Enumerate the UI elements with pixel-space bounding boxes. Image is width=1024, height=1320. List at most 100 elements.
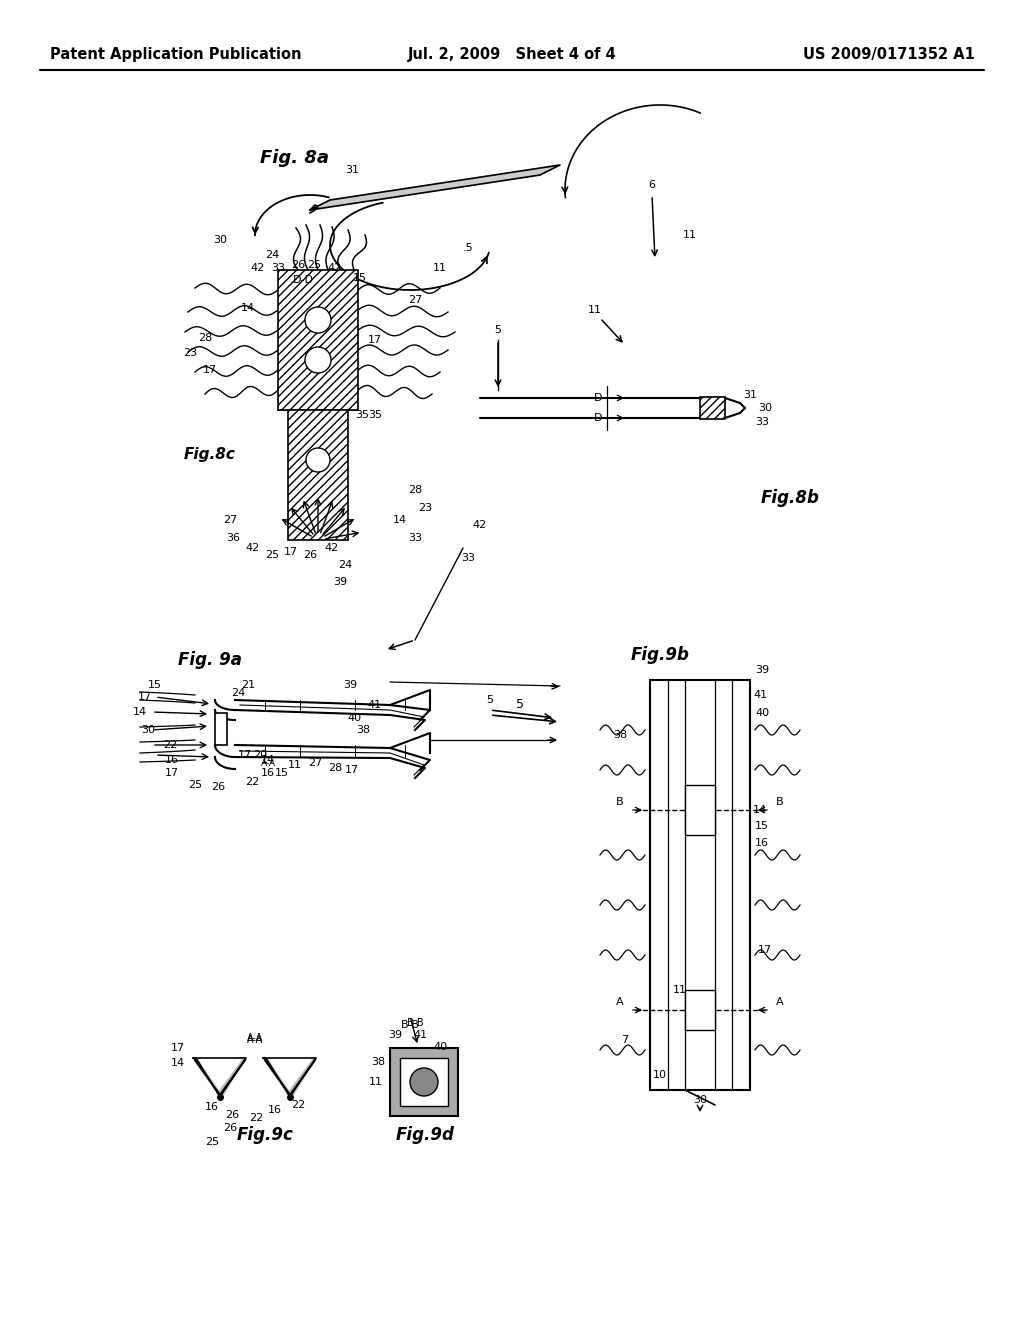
Text: 40: 40 xyxy=(348,713,362,723)
Text: 17: 17 xyxy=(238,750,252,760)
Text: A-A: A-A xyxy=(260,759,275,767)
Text: 5: 5 xyxy=(486,696,494,705)
Text: 14: 14 xyxy=(393,515,408,525)
Text: 38: 38 xyxy=(613,730,627,741)
Text: 36: 36 xyxy=(226,533,240,543)
Text: 42: 42 xyxy=(251,263,265,273)
Text: 11: 11 xyxy=(673,985,687,995)
Polygon shape xyxy=(193,1059,246,1097)
Bar xyxy=(288,411,348,540)
Text: 39: 39 xyxy=(343,680,357,690)
Text: 40: 40 xyxy=(433,1041,447,1052)
Circle shape xyxy=(410,1068,438,1096)
Text: B: B xyxy=(776,797,783,807)
Text: 17: 17 xyxy=(165,768,179,777)
Text: 42: 42 xyxy=(325,543,339,553)
Text: 14: 14 xyxy=(753,805,767,814)
Text: 35: 35 xyxy=(355,411,369,420)
Text: 14: 14 xyxy=(261,755,275,766)
Text: 21: 21 xyxy=(241,680,255,690)
Text: 17: 17 xyxy=(758,945,772,954)
Text: Fig. 8a: Fig. 8a xyxy=(260,149,330,168)
Text: 33: 33 xyxy=(408,533,422,543)
Text: Fig.8c: Fig.8c xyxy=(184,447,236,462)
Polygon shape xyxy=(266,1060,290,1096)
Text: US 2009/0171352 A1: US 2009/0171352 A1 xyxy=(803,48,975,62)
Text: 17: 17 xyxy=(203,366,217,375)
Text: 26: 26 xyxy=(291,260,305,271)
Text: A-A: A-A xyxy=(247,1035,263,1045)
Bar xyxy=(278,271,358,411)
Text: 16: 16 xyxy=(165,755,179,766)
Bar xyxy=(685,785,715,836)
Text: 25: 25 xyxy=(307,260,322,271)
Text: A: A xyxy=(776,997,783,1007)
Text: D-D: D-D xyxy=(293,275,313,285)
Text: 17: 17 xyxy=(345,766,359,775)
Text: B-B: B-B xyxy=(400,1020,420,1030)
Text: 39: 39 xyxy=(388,1030,402,1040)
Polygon shape xyxy=(220,1060,246,1096)
Text: 14: 14 xyxy=(133,708,147,717)
Text: 26: 26 xyxy=(211,781,225,792)
Text: 26: 26 xyxy=(223,1123,238,1133)
Text: 25: 25 xyxy=(205,1137,219,1147)
Text: Patent Application Publication: Patent Application Publication xyxy=(50,48,301,62)
Text: 24: 24 xyxy=(230,688,245,698)
Bar xyxy=(685,990,715,1030)
Text: 23: 23 xyxy=(418,503,432,513)
Text: 30: 30 xyxy=(141,725,155,735)
Text: 22: 22 xyxy=(163,741,177,750)
Text: 28: 28 xyxy=(198,333,212,343)
Text: 38: 38 xyxy=(356,725,370,735)
Text: 27: 27 xyxy=(308,758,323,768)
Text: 16: 16 xyxy=(205,1102,219,1111)
Text: 27: 27 xyxy=(408,294,422,305)
Text: 41: 41 xyxy=(753,690,767,700)
Text: 40: 40 xyxy=(755,708,769,718)
Text: A: A xyxy=(616,997,624,1007)
Text: 35: 35 xyxy=(368,411,382,420)
Text: 10: 10 xyxy=(653,1071,667,1080)
Text: 39: 39 xyxy=(333,577,347,587)
Bar xyxy=(700,397,725,418)
Text: 30: 30 xyxy=(693,1096,707,1105)
Text: 16: 16 xyxy=(268,1105,282,1115)
Text: 30: 30 xyxy=(213,235,227,246)
Text: 33: 33 xyxy=(271,263,285,273)
Text: 20: 20 xyxy=(253,750,267,760)
Text: 38: 38 xyxy=(371,1057,385,1067)
Text: 11: 11 xyxy=(683,230,697,240)
Text: 15: 15 xyxy=(755,821,769,832)
Circle shape xyxy=(305,347,331,374)
Text: 28: 28 xyxy=(408,484,422,495)
Text: 11: 11 xyxy=(288,760,302,770)
Text: 15: 15 xyxy=(275,768,289,777)
Text: 5: 5 xyxy=(495,325,502,335)
Text: 33: 33 xyxy=(755,417,769,426)
Text: 27: 27 xyxy=(223,515,238,525)
Text: 26: 26 xyxy=(225,1110,239,1119)
Text: 23: 23 xyxy=(183,348,197,358)
Text: 42: 42 xyxy=(246,543,260,553)
Circle shape xyxy=(305,308,331,333)
Text: B: B xyxy=(616,797,624,807)
Text: B-B: B-B xyxy=(407,1018,423,1028)
Polygon shape xyxy=(290,1060,316,1096)
Text: 25: 25 xyxy=(188,780,202,789)
Text: 41: 41 xyxy=(413,1030,427,1040)
Text: 22: 22 xyxy=(249,1113,263,1123)
Text: 7: 7 xyxy=(622,1035,629,1045)
Text: 17: 17 xyxy=(284,546,298,557)
Text: Fig.8b: Fig.8b xyxy=(761,488,819,507)
Text: 30: 30 xyxy=(758,403,772,413)
Text: 24: 24 xyxy=(265,249,280,260)
Bar xyxy=(215,713,227,744)
Text: 11: 11 xyxy=(369,1077,383,1086)
Text: 14: 14 xyxy=(241,304,255,313)
Text: 31: 31 xyxy=(345,165,359,176)
Text: 16: 16 xyxy=(261,768,275,777)
Text: D: D xyxy=(594,393,602,403)
Text: 22: 22 xyxy=(245,777,259,787)
Text: 15: 15 xyxy=(353,273,367,282)
